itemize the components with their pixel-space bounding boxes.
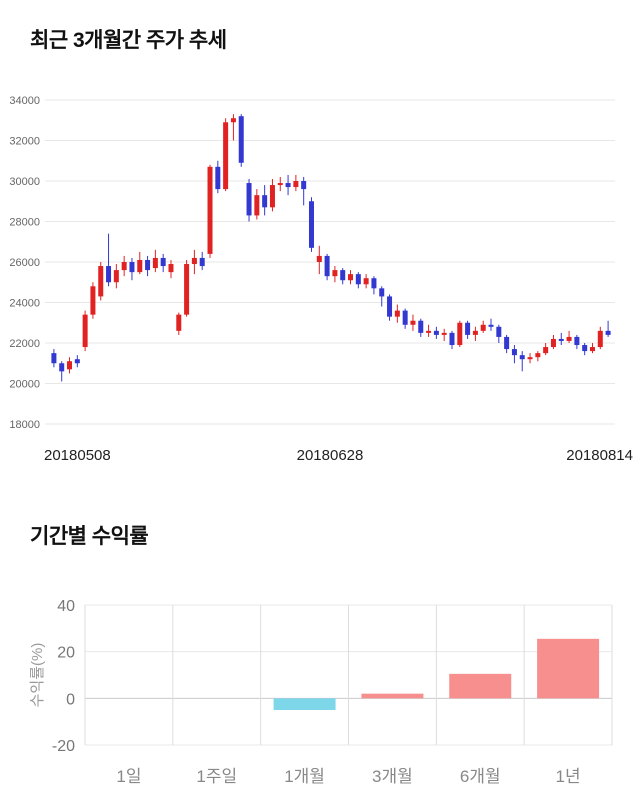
- svg-text:1일: 1일: [116, 767, 141, 786]
- svg-text:20: 20: [57, 645, 75, 662]
- svg-text:1개월: 1개월: [284, 767, 325, 786]
- candlestick-chart: 18000 20000 22000 24000 26000 28000 30000 32000…: [9, 95, 633, 464]
- svg-text:34000: 34000: [9, 95, 40, 107]
- svg-text:30000: 30000: [9, 176, 40, 188]
- svg-text:22000: 22000: [9, 338, 40, 350]
- svg-text:6개월: 6개월: [460, 767, 501, 786]
- svg-text:-20: -20: [52, 738, 75, 755]
- svg-text:0: 0: [66, 691, 75, 708]
- returns-title: 기간별 수익률: [30, 525, 149, 548]
- returns-bar-chart: -20 0 20 40 1일 1주일 1개월 3개월 6개월 1년 수익률(%): [29, 598, 613, 786]
- svg-text:18000: 18000: [9, 419, 40, 431]
- svg-text:26000: 26000: [9, 257, 40, 269]
- svg-text:20180628: 20180628: [297, 447, 364, 464]
- svg-text:24000: 24000: [9, 298, 40, 310]
- svg-text:20180508: 20180508: [44, 447, 111, 464]
- svg-text:20180814: 20180814: [566, 447, 633, 464]
- svg-text:28000: 28000: [9, 217, 40, 229]
- svg-text:20000: 20000: [9, 379, 40, 391]
- svg-text:3개월: 3개월: [372, 767, 413, 786]
- svg-text:32000: 32000: [9, 136, 40, 148]
- svg-text:40: 40: [57, 598, 75, 615]
- svg-text:1주일: 1주일: [196, 767, 237, 786]
- svg-text:1년: 1년: [556, 767, 581, 786]
- svg-text:수익률(%): 수익률(%): [29, 643, 46, 708]
- price-trend-title: 최근 3개월간 주가 추세: [30, 29, 227, 52]
